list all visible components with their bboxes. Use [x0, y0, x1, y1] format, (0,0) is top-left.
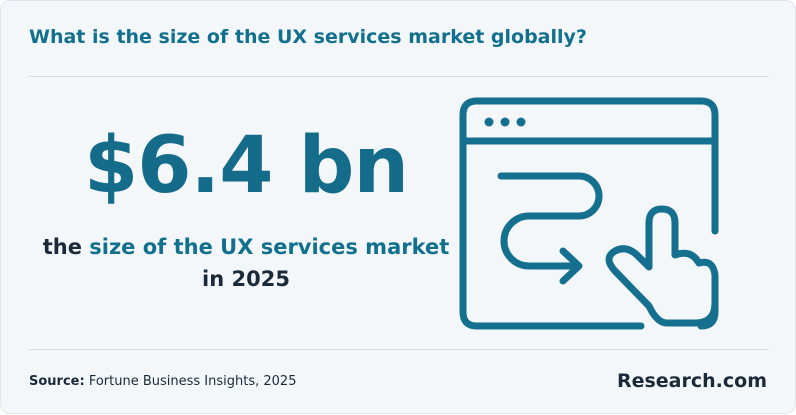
flow-path [497, 172, 603, 270]
desc-tail: in 2025 [202, 267, 290, 291]
window-frame [459, 97, 719, 330]
window-dot [484, 117, 494, 127]
desc-highlight: size of the UX services market [89, 235, 450, 259]
hand [605, 205, 719, 327]
title: What is the size of the UX services mark… [29, 26, 587, 48]
window-dot [516, 117, 526, 127]
divider [29, 76, 769, 77]
source-label: Source: [29, 374, 85, 389]
stat-value: $6.4 bn [84, 121, 409, 211]
source: Source: Fortune Business Insights, 2025 [29, 374, 296, 389]
divider [29, 349, 769, 350]
window-dot [500, 117, 510, 127]
desc-lead: the [42, 235, 82, 259]
flow-arrow [559, 247, 583, 285]
brand-logo: Research.com [616, 370, 767, 392]
stat-description: the size of the UX services market in 20… [41, 231, 451, 295]
source-text: Fortune Business Insights, 2025 [88, 374, 297, 389]
